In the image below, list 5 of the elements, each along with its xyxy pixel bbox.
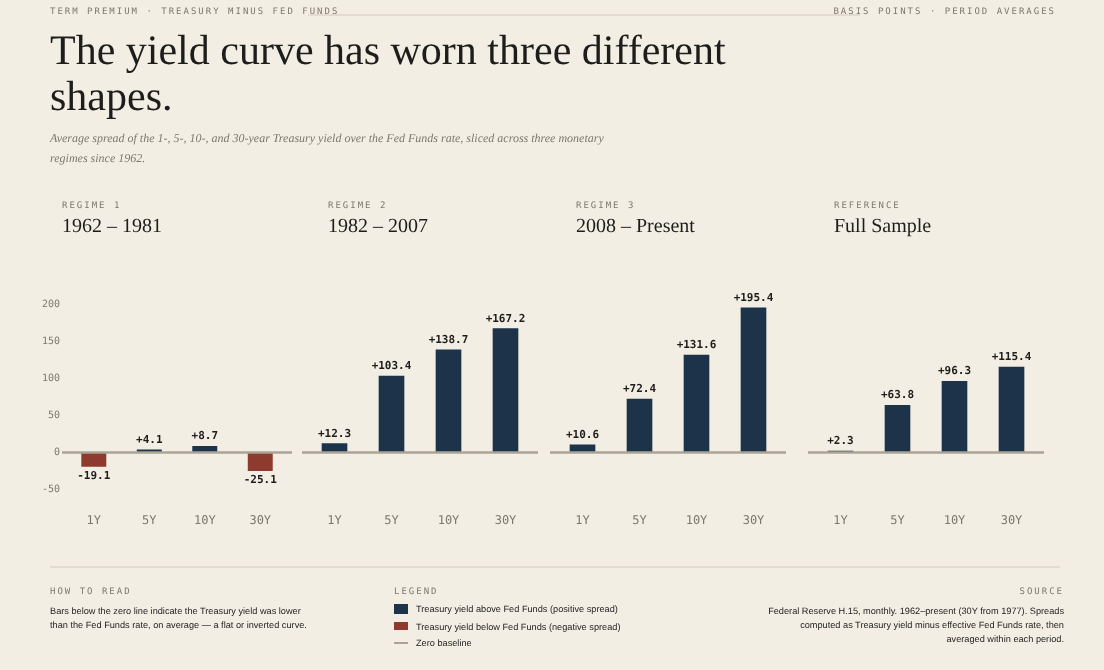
chart-title: 2008 – Present [576, 216, 695, 238]
chart-title: Full Sample [834, 216, 932, 238]
text: The yield curve has worn three different shapes. [50, 26, 728, 120]
chart-title: 1982 – 2007 [328, 216, 428, 238]
chart-title: 1962 – 1981 [62, 216, 162, 238]
